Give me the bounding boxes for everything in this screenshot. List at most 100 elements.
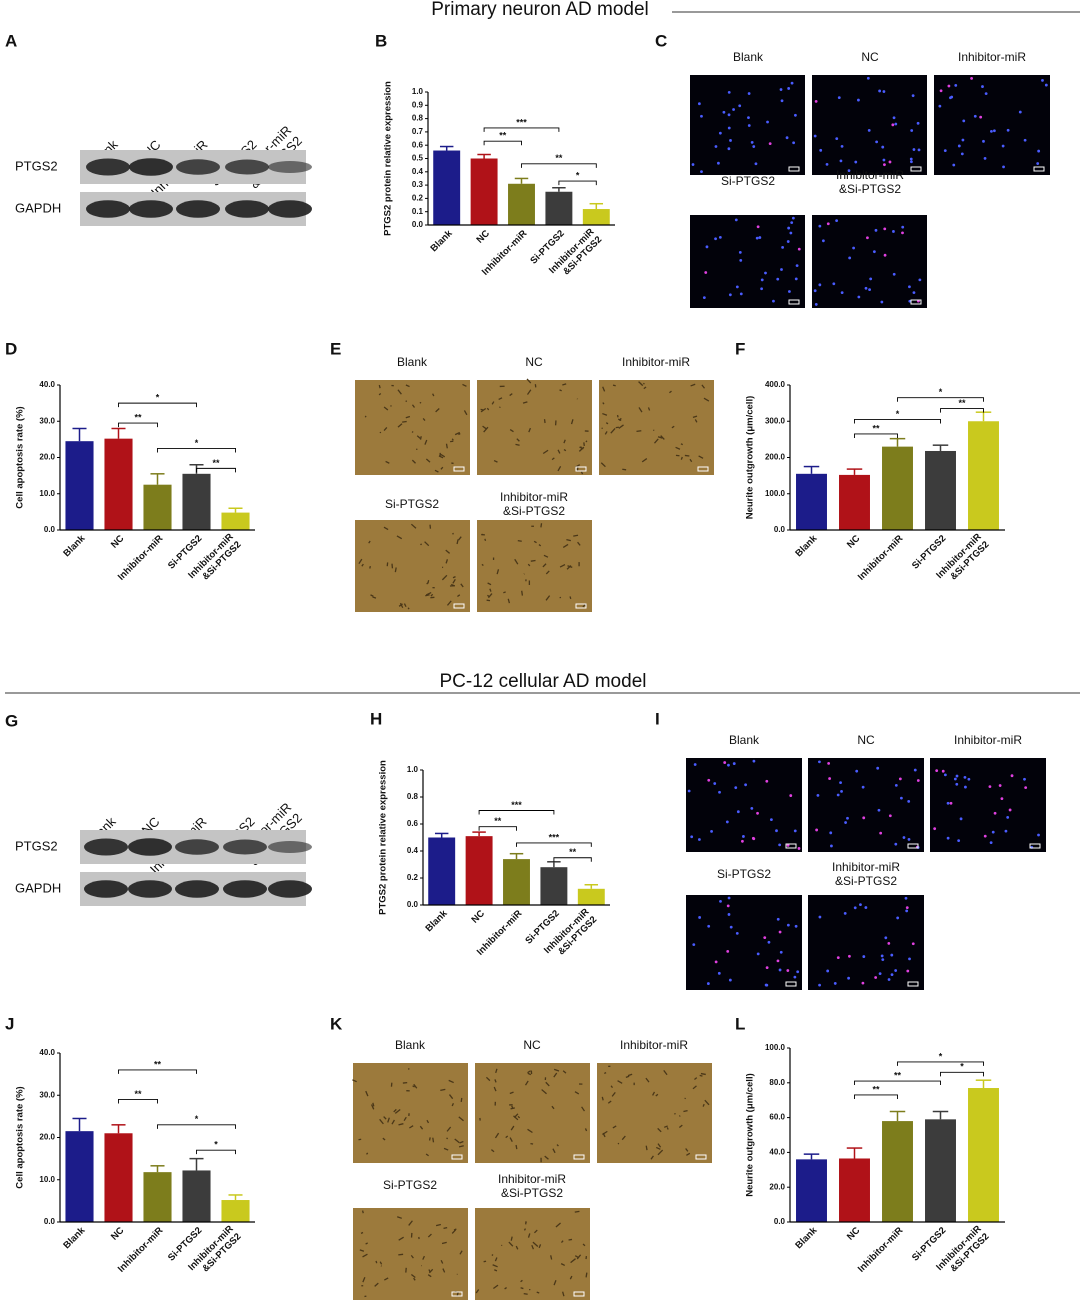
panel-letter: H bbox=[370, 709, 382, 728]
cell bbox=[622, 468, 627, 471]
cell bbox=[789, 231, 793, 235]
cell bbox=[486, 407, 490, 411]
cell bbox=[509, 393, 513, 397]
cell bbox=[424, 541, 430, 547]
scale-bar bbox=[695, 1154, 707, 1160]
cell bbox=[697, 102, 701, 106]
cell bbox=[553, 1072, 558, 1078]
cell bbox=[882, 158, 886, 162]
cell bbox=[365, 1242, 368, 1245]
cell bbox=[515, 1144, 518, 1150]
cell bbox=[883, 163, 886, 167]
scale-bar bbox=[1033, 166, 1045, 172]
cell bbox=[443, 1147, 449, 1151]
bar bbox=[968, 1088, 999, 1222]
row-label: GAPDH bbox=[15, 200, 61, 215]
cell bbox=[503, 591, 506, 594]
cell bbox=[457, 594, 461, 598]
cell bbox=[458, 536, 462, 541]
cell bbox=[908, 285, 911, 289]
cell bbox=[698, 916, 702, 919]
y-tick-label: 60.0 bbox=[769, 1113, 785, 1122]
cell bbox=[527, 1233, 531, 1238]
cell bbox=[510, 1236, 513, 1241]
cell bbox=[545, 570, 550, 575]
cell bbox=[358, 558, 363, 565]
micrograph bbox=[475, 1063, 590, 1163]
cell bbox=[727, 90, 731, 94]
cell bbox=[717, 971, 721, 975]
cell bbox=[916, 121, 920, 125]
cell bbox=[573, 534, 579, 537]
cell bbox=[492, 1284, 499, 1290]
blot-band bbox=[84, 880, 128, 898]
bar bbox=[882, 1121, 913, 1222]
cell bbox=[955, 782, 959, 786]
cell bbox=[509, 1137, 513, 1143]
cell bbox=[492, 1264, 498, 1268]
significance-bracket bbox=[897, 397, 984, 402]
cell bbox=[369, 565, 371, 569]
cell bbox=[819, 148, 823, 152]
cell bbox=[718, 790, 721, 794]
image-label: Blank bbox=[395, 1038, 426, 1052]
cell bbox=[430, 593, 434, 597]
cell bbox=[600, 462, 606, 468]
cell bbox=[601, 1096, 604, 1101]
bar bbox=[839, 474, 870, 530]
y-axis-label: Neurite outgrowth (μm/cell) bbox=[745, 396, 756, 520]
significance-label: ** bbox=[494, 816, 502, 826]
significance-bracket bbox=[118, 402, 197, 408]
y-tick-label: 80.0 bbox=[769, 1078, 785, 1087]
cell bbox=[939, 89, 943, 93]
bar bbox=[470, 158, 498, 225]
cell bbox=[441, 1241, 447, 1245]
cell bbox=[541, 1089, 547, 1095]
cell bbox=[451, 1229, 457, 1234]
cell bbox=[560, 1240, 564, 1244]
cell bbox=[713, 782, 717, 785]
bar bbox=[65, 441, 94, 530]
y-tick-label: 0.3 bbox=[412, 180, 424, 189]
cell bbox=[793, 829, 797, 833]
cell bbox=[533, 540, 537, 544]
cell bbox=[868, 288, 871, 291]
y-tick-label: 20.0 bbox=[769, 1182, 785, 1191]
cell bbox=[576, 1254, 582, 1260]
cell bbox=[446, 1137, 449, 1140]
y-tick-label: 0.0 bbox=[44, 525, 56, 534]
cell bbox=[580, 446, 582, 449]
cell bbox=[818, 915, 822, 919]
image-label-line: &Si-PTGS2 bbox=[503, 504, 565, 518]
cell bbox=[888, 814, 892, 818]
cell bbox=[1001, 144, 1005, 148]
row-label: GAPDH bbox=[15, 880, 61, 895]
blot-band bbox=[175, 839, 219, 855]
cell bbox=[531, 1244, 535, 1250]
cell bbox=[756, 225, 760, 229]
cell bbox=[402, 420, 407, 423]
cell bbox=[826, 969, 830, 973]
cell bbox=[765, 983, 769, 987]
x-tick-label: NC bbox=[470, 908, 488, 926]
significance-bracket bbox=[516, 842, 592, 847]
cell bbox=[786, 240, 790, 243]
cell bbox=[393, 1108, 397, 1113]
cell bbox=[652, 1091, 656, 1096]
cell bbox=[909, 157, 913, 161]
cell bbox=[840, 291, 844, 295]
cell bbox=[426, 581, 429, 585]
cell bbox=[1008, 808, 1012, 812]
cell bbox=[768, 142, 772, 146]
cell bbox=[566, 565, 572, 570]
cell bbox=[1036, 162, 1040, 165]
cell bbox=[391, 1119, 395, 1125]
cell bbox=[627, 1073, 633, 1077]
cell bbox=[405, 384, 410, 388]
y-tick-label: 40.0 bbox=[39, 1048, 55, 1057]
cell bbox=[445, 559, 449, 564]
cell bbox=[717, 161, 720, 165]
cell bbox=[786, 969, 790, 972]
cell bbox=[960, 152, 964, 156]
cell bbox=[908, 957, 911, 961]
